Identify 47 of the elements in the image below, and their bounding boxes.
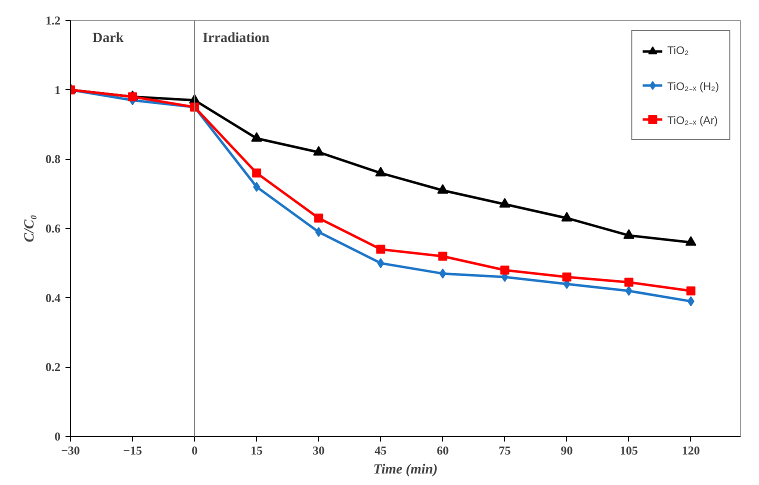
point (499, 198, 510, 208)
x-tick-label: −15 (123, 444, 142, 458)
annotation: Dark (92, 31, 124, 46)
y-tick-label: 0.2 (46, 360, 60, 374)
y-axis-title: C/C₀ (22, 214, 38, 242)
y-tick-label: 1 (54, 82, 60, 97)
point (624, 278, 634, 287)
x-tick-label: −30 (61, 444, 80, 458)
legend-label: TiO₂₋ₓ (H₂) (667, 80, 719, 92)
legend-label: TiO₂ (667, 45, 689, 57)
point (252, 168, 262, 178)
x-tick-label: 0 (192, 444, 198, 458)
point (437, 184, 448, 194)
point (686, 286, 696, 296)
point (253, 182, 260, 192)
y-tick-label: 0.8 (46, 152, 60, 166)
annotation: Irradiation (202, 31, 270, 46)
point (562, 272, 572, 282)
point (623, 229, 634, 239)
y-tick-label: 1.2 (46, 14, 60, 28)
point (561, 212, 572, 222)
point (314, 214, 324, 223)
point (625, 286, 632, 296)
y-tick-label: 0 (54, 430, 60, 444)
x-tick-label: 120 (682, 444, 700, 458)
point (251, 132, 262, 142)
x-axis-title: Time (min) (373, 462, 438, 478)
x-tick-label: 75 (498, 444, 511, 458)
legend-label: TiO₂₋ₓ (Ar) (667, 114, 718, 126)
point (438, 252, 448, 261)
x-tick-label: 60 (436, 444, 449, 458)
y-tick-label: 0.4 (46, 290, 60, 305)
point (313, 146, 324, 156)
point (500, 266, 510, 275)
point (376, 244, 386, 254)
point (377, 258, 384, 268)
x-tick-label: 90 (560, 444, 573, 458)
x-tick-label: 45 (374, 444, 387, 458)
y-tick-label: 0.6 (46, 222, 60, 236)
point (315, 226, 322, 237)
point (375, 166, 386, 176)
point (687, 296, 694, 306)
point (439, 268, 446, 279)
x-tick-label: 15 (250, 444, 263, 458)
point (685, 236, 696, 246)
x-tick-label: 105 (620, 444, 638, 458)
x-tick-label: 30 (312, 444, 325, 458)
